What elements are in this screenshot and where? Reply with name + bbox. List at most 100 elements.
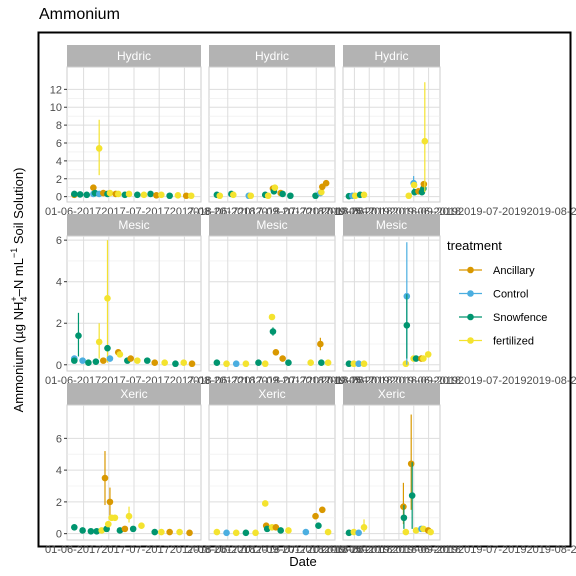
data-point-ancillary	[101, 474, 109, 482]
x-tick-labels: 2018-06-20182018-07-20182018-08-20182018…	[187, 544, 461, 556]
y-axis-title-unit: –N mL	[11, 258, 26, 296]
y-tick-label: 4	[56, 465, 62, 477]
data-point-snowfence	[85, 359, 92, 366]
data-point-snowfence	[269, 328, 277, 335]
data-point-control	[355, 529, 362, 537]
data-point-fertilized	[230, 191, 237, 199]
facet-strip	[209, 214, 335, 236]
data-point-fertilized	[161, 359, 168, 366]
data-point-snowfence	[143, 357, 151, 364]
y-tick-label: 2	[56, 497, 62, 509]
data-point-fertilized	[307, 359, 314, 366]
data-point-fertilized	[111, 514, 119, 522]
data-point-snowfence	[255, 359, 262, 366]
data-point-fertilized	[140, 191, 148, 199]
data-point-fertilized	[213, 528, 221, 536]
data-point-fertilized	[421, 137, 429, 145]
y-tick-label: 4	[56, 277, 62, 289]
data-point-fertilized	[98, 527, 105, 534]
facet-strip	[343, 45, 440, 67]
x-axis-title: Date	[289, 554, 316, 569]
y-tick-label: 10	[50, 102, 62, 114]
data-point-control	[106, 355, 114, 362]
y-axis-title: Ammonium (µg NH4+–N mL−1 Soil Solution)	[9, 168, 29, 413]
data-point-fertilized	[174, 191, 182, 199]
data-point-fertilized	[232, 529, 240, 537]
data-point-fertilized	[105, 520, 112, 528]
data-point-fertilized	[360, 191, 368, 199]
legend: treatment Ancillary Control Snowfence ferti…	[447, 238, 547, 348]
data-point-snowfence	[242, 529, 250, 537]
facet-strip	[67, 45, 201, 67]
y-tick-label: 0	[56, 529, 62, 541]
data-point-snowfence	[166, 192, 173, 200]
data-point-snowfence	[83, 191, 91, 199]
data-point-fertilized	[158, 528, 165, 536]
data-point-fertilized	[360, 360, 368, 368]
data-point-snowfence	[71, 357, 78, 364]
facet-strip-label: Hydric	[117, 49, 151, 63]
data-point-snowfence	[403, 322, 411, 329]
data-point-snowfence	[345, 529, 353, 537]
y-tick-label: 0	[56, 192, 62, 204]
data-point-fertilized	[420, 355, 427, 362]
data-point-fertilized	[412, 527, 420, 534]
data-point-fertilized	[351, 192, 359, 200]
data-point-fertilized	[350, 528, 358, 536]
data-point-snowfence	[71, 523, 78, 531]
data-point-fertilized	[158, 191, 165, 199]
data-point-fertilized	[424, 351, 432, 358]
x-tick-labels: 2019-05-20192019-06-20192019-07-20192019…	[321, 544, 576, 556]
data-point-snowfence	[79, 527, 86, 534]
data-point-control	[232, 360, 240, 368]
data-point-fertilized	[242, 360, 250, 368]
facet-strip	[67, 214, 201, 236]
data-point-ancillary	[90, 184, 97, 191]
data-point-snowfence	[277, 527, 285, 534]
data-point-ancillary	[153, 191, 160, 199]
facet-strip-label: Hydric	[255, 49, 289, 63]
data-point-fertilized	[285, 527, 292, 534]
facet-strip	[343, 383, 440, 405]
data-point-fertilized	[116, 351, 124, 358]
data-point-fertilized	[268, 313, 276, 321]
y-axis-title-tail: Soil Solution)	[11, 168, 26, 248]
data-point-snowfence	[75, 332, 82, 339]
y-tick-label: 4	[56, 156, 62, 168]
y-tick-label: 0	[56, 360, 62, 372]
data-point-fertilized	[318, 188, 325, 196]
panel-background	[208, 235, 336, 372]
data-point-control	[355, 360, 362, 368]
data-point-fertilized	[402, 528, 410, 536]
data-point-fertilized	[187, 192, 195, 200]
panels-layer: Hydric 0 2 4 6 8 10 12 01-06-20172017-07-2017201…	[45, 45, 576, 556]
data-point-ancillary	[272, 349, 280, 356]
panel-background	[342, 404, 441, 541]
data-point-snowfence	[151, 528, 159, 536]
legend-key-point	[467, 266, 474, 274]
y-tick-label: 8	[56, 120, 62, 132]
data-point-ancillary	[279, 355, 286, 362]
facet-strip-label: Hydric	[374, 49, 408, 63]
y-axis-title-exponent: −1	[9, 248, 19, 258]
data-point-fertilized	[125, 512, 133, 520]
data-point-ancillary	[151, 359, 159, 366]
data-point-snowfence	[345, 360, 353, 368]
data-point-fertilized	[114, 190, 122, 198]
y-axis-title-superscript: +	[9, 296, 19, 301]
data-point-ancillary	[100, 357, 107, 364]
data-point-fertilized	[261, 360, 269, 368]
y-tick-label: 6	[56, 433, 62, 445]
data-point-snowfence	[408, 492, 416, 499]
chart-border	[37, 31, 572, 548]
legend-label: fertilized	[493, 336, 534, 348]
panel-background	[342, 235, 441, 372]
facet-strip	[209, 383, 335, 405]
data-point-snowfence	[315, 522, 322, 530]
data-point-fertilized	[247, 192, 255, 200]
data-point-fertilized	[324, 359, 332, 366]
facet-strip-label: Mesic	[118, 218, 149, 232]
data-point-fertilized	[95, 145, 103, 152]
data-point-ancillary	[182, 192, 190, 200]
